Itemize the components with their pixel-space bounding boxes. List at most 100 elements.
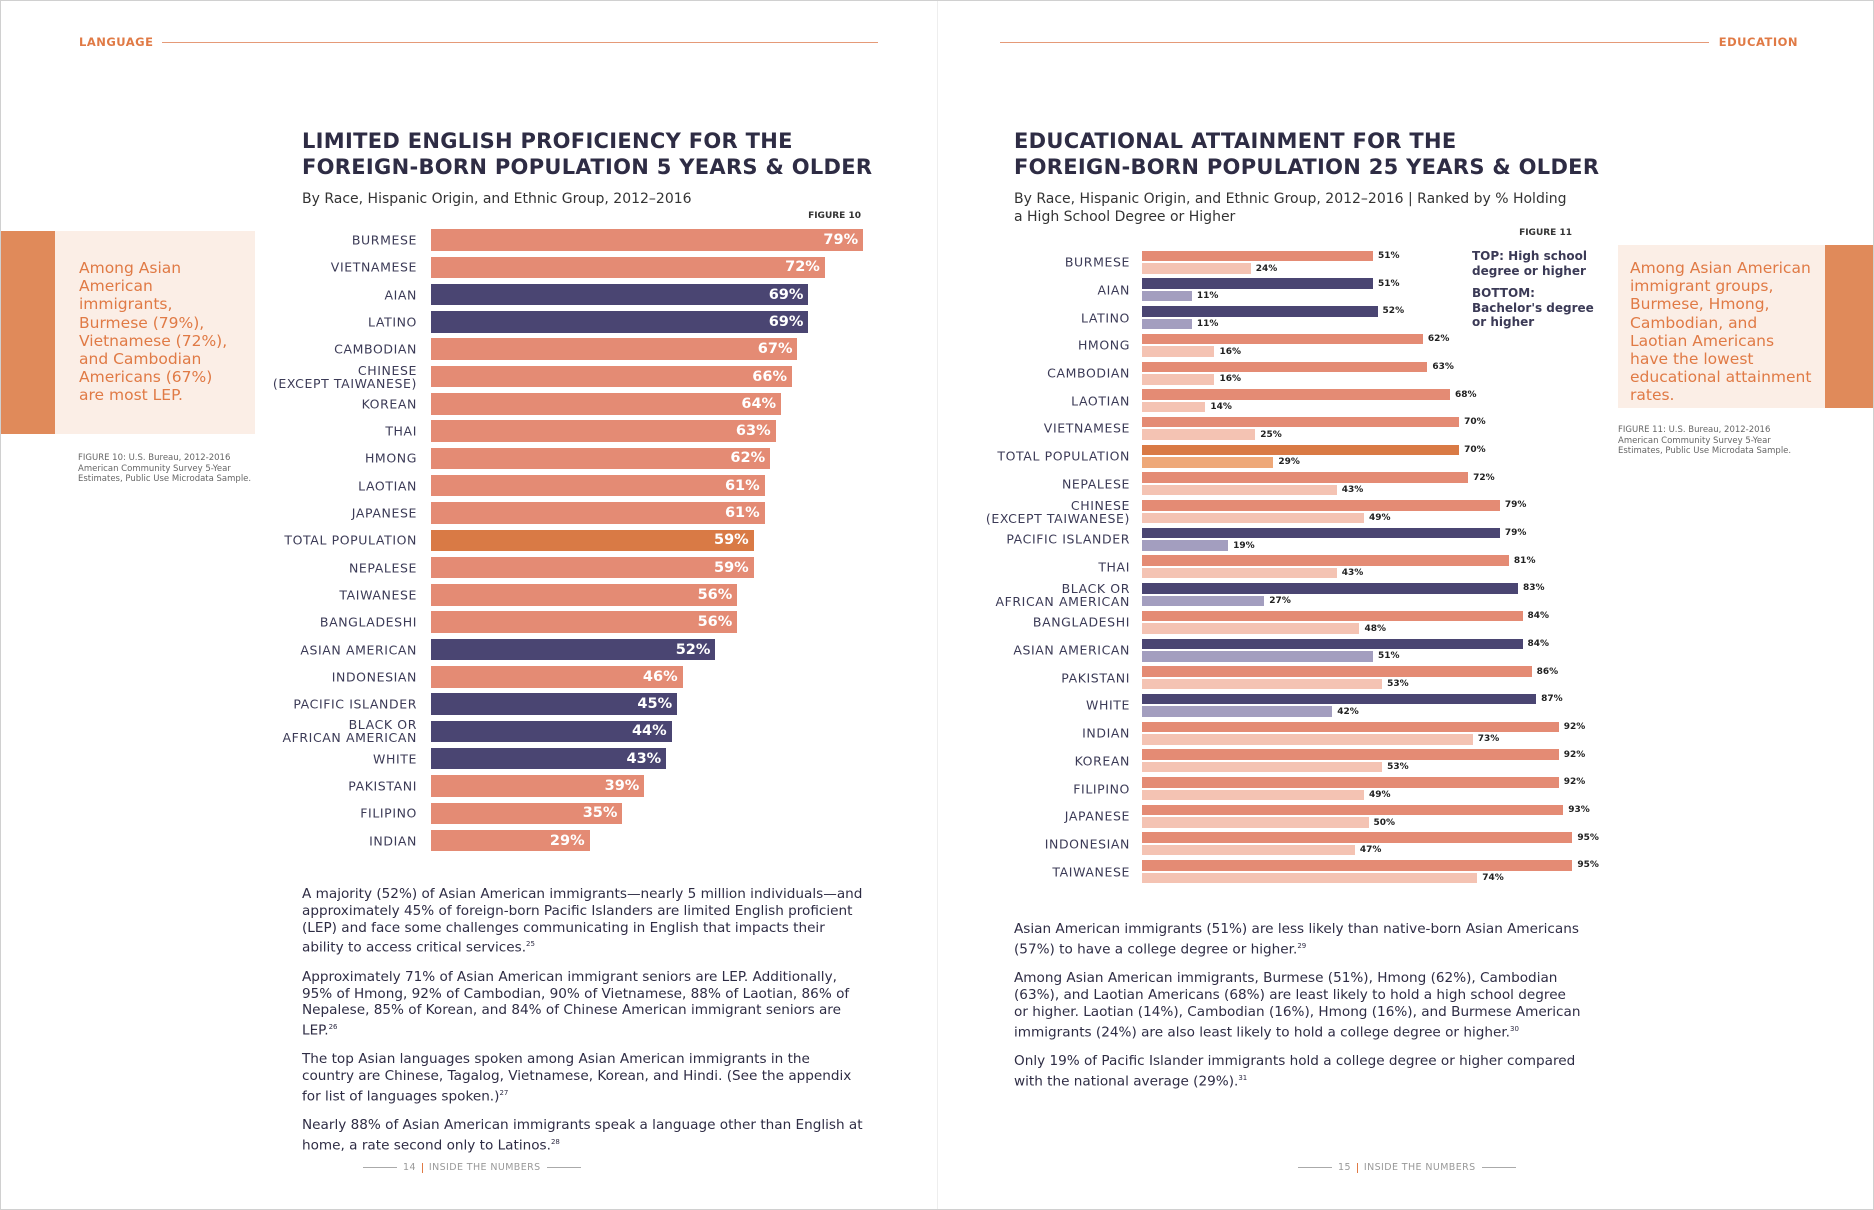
footnote-ref: 28 [550,1138,560,1147]
category-label: LATINO [1081,310,1130,326]
chart-subtitle: By Race, Hispanic Origin, and Ethnic Gro… [1014,191,1567,225]
page-number: 14 [403,1162,416,1173]
category-label: WHITE [373,751,417,767]
bar [1142,250,1374,262]
value-label: 84% [1527,611,1550,622]
figure-label: FIGURE 10 [808,211,861,221]
value-label: 72% [785,259,820,276]
paragraph: Approximately 71% of Asian American immi… [302,969,864,1040]
bar [431,584,738,606]
category-label: AIAN [1097,282,1130,298]
bar [1142,346,1215,357]
value-label: 43% [1341,485,1364,496]
value-label: 56% [697,614,733,631]
bar [1142,318,1192,330]
bar [431,256,825,279]
bar [1142,361,1428,373]
category-label: THAI [1098,559,1130,575]
bar [431,283,809,306]
category-label: NEPALESE [348,560,417,576]
value-label: 44% [631,723,667,740]
value-label: 56% [697,586,733,603]
value-label: 70% [1464,417,1486,428]
bar [431,229,864,251]
bar [1142,429,1256,440]
figure-source: FIGURE 11: U.S. Bureau, 2012-2016 Americ… [1618,425,1792,456]
callout-text: Among Asian American immigrant groups, B… [1630,259,1812,405]
bar [431,338,798,360]
category-label: PACIFIC ISLANDER [293,696,417,712]
paragraph: Among Asian American immigrants, Burmese… [1014,970,1584,1041]
callout-strip [1,231,55,434]
category-label: AIAN [384,287,417,303]
paragraph: Only 19% of Pacific Islander immigrants … [1014,1053,1584,1090]
bar [1142,290,1192,302]
paragraph-text: Among Asian American immigrants, Burmese… [1014,970,1581,1041]
bar [1142,401,1206,413]
footnote-ref: 31 [1238,1073,1248,1082]
value-label: 66% [752,368,788,385]
footnote-ref: 29 [1297,941,1307,950]
bar [1142,761,1383,773]
bar [1142,844,1355,856]
value-label: 52% [1382,306,1405,317]
figure-label: FIGURE 11 [1519,228,1572,238]
value-label: 59% [714,559,749,576]
value-label: 14% [1210,402,1232,412]
value-label: 51% [1378,651,1400,662]
paragraph: A majority (52%) of Asian American immig… [302,886,864,957]
bar [1142,721,1559,733]
paragraph-text: A majority (52%) of Asian American immig… [302,886,863,956]
bar [431,556,754,579]
value-label: 27% [1269,595,1291,606]
bar [431,747,667,770]
category-label: CHINESE (EXCEPT TAIWANESE) [985,497,1130,526]
bar [1142,638,1523,650]
footnote-ref: 25 [526,940,535,949]
category-label: TOTAL POPULATION [284,532,417,548]
category-label: JAPANESE [351,505,417,521]
bar [1142,623,1360,634]
bar [1142,817,1369,828]
legend-entry: TOP: High school degree or higher [1472,249,1588,278]
category-label: BLACK OR AFRICAN AMERICAN [282,717,417,746]
figure-source: FIGURE 10: U.S. Bureau, 2012-2016 Americ… [78,453,252,484]
value-label: 52% [675,641,711,658]
bar [1142,789,1364,801]
value-label: 95% [1577,832,1599,843]
value-label: 92% [1563,749,1586,760]
bar [431,447,771,470]
bar [431,393,782,415]
bar [1142,610,1523,622]
category-label: TAIWANESE [339,587,417,603]
section-label: EDUCATION [1718,35,1798,49]
bar [1142,374,1215,385]
value-label: 35% [582,805,618,822]
category-label: TOTAL POPULATION [997,448,1130,464]
category-label: KOREAN [361,396,417,412]
value-label: 16% [1219,374,1242,385]
legend-entry: BOTTOM: Bachelor's degree or higher [1472,286,1594,329]
bar [1142,777,1559,788]
value-label: 69% [768,313,804,330]
category-label: FILIPINO [1073,781,1130,797]
footer-separator [421,1162,423,1173]
bar [431,502,765,524]
value-label: 62% [1427,334,1450,345]
category-label: PAKISTANI [1061,670,1130,686]
value-label: 59% [714,532,749,549]
callout-strip [1825,245,1873,408]
value-label: 51% [1378,278,1400,289]
category-label: KOREAN [1074,753,1130,769]
category-label: LAOTIAN [1071,393,1130,409]
value-label: 68% [1455,389,1477,400]
footer-label: INSIDE THE NUMBERS [1363,1162,1476,1173]
value-label: 47% [1359,845,1382,856]
category-label: BLACK OR AFRICAN AMERICAN [995,580,1130,609]
paragraph: The top Asian languages spoken among Asi… [302,1051,864,1105]
bar [1142,416,1460,428]
header-rule [1000,42,1709,43]
value-label: 48% [1364,623,1386,634]
bar [1142,872,1478,884]
category-label: CHINESE (EXCEPT TAIWANESE) [272,362,417,391]
